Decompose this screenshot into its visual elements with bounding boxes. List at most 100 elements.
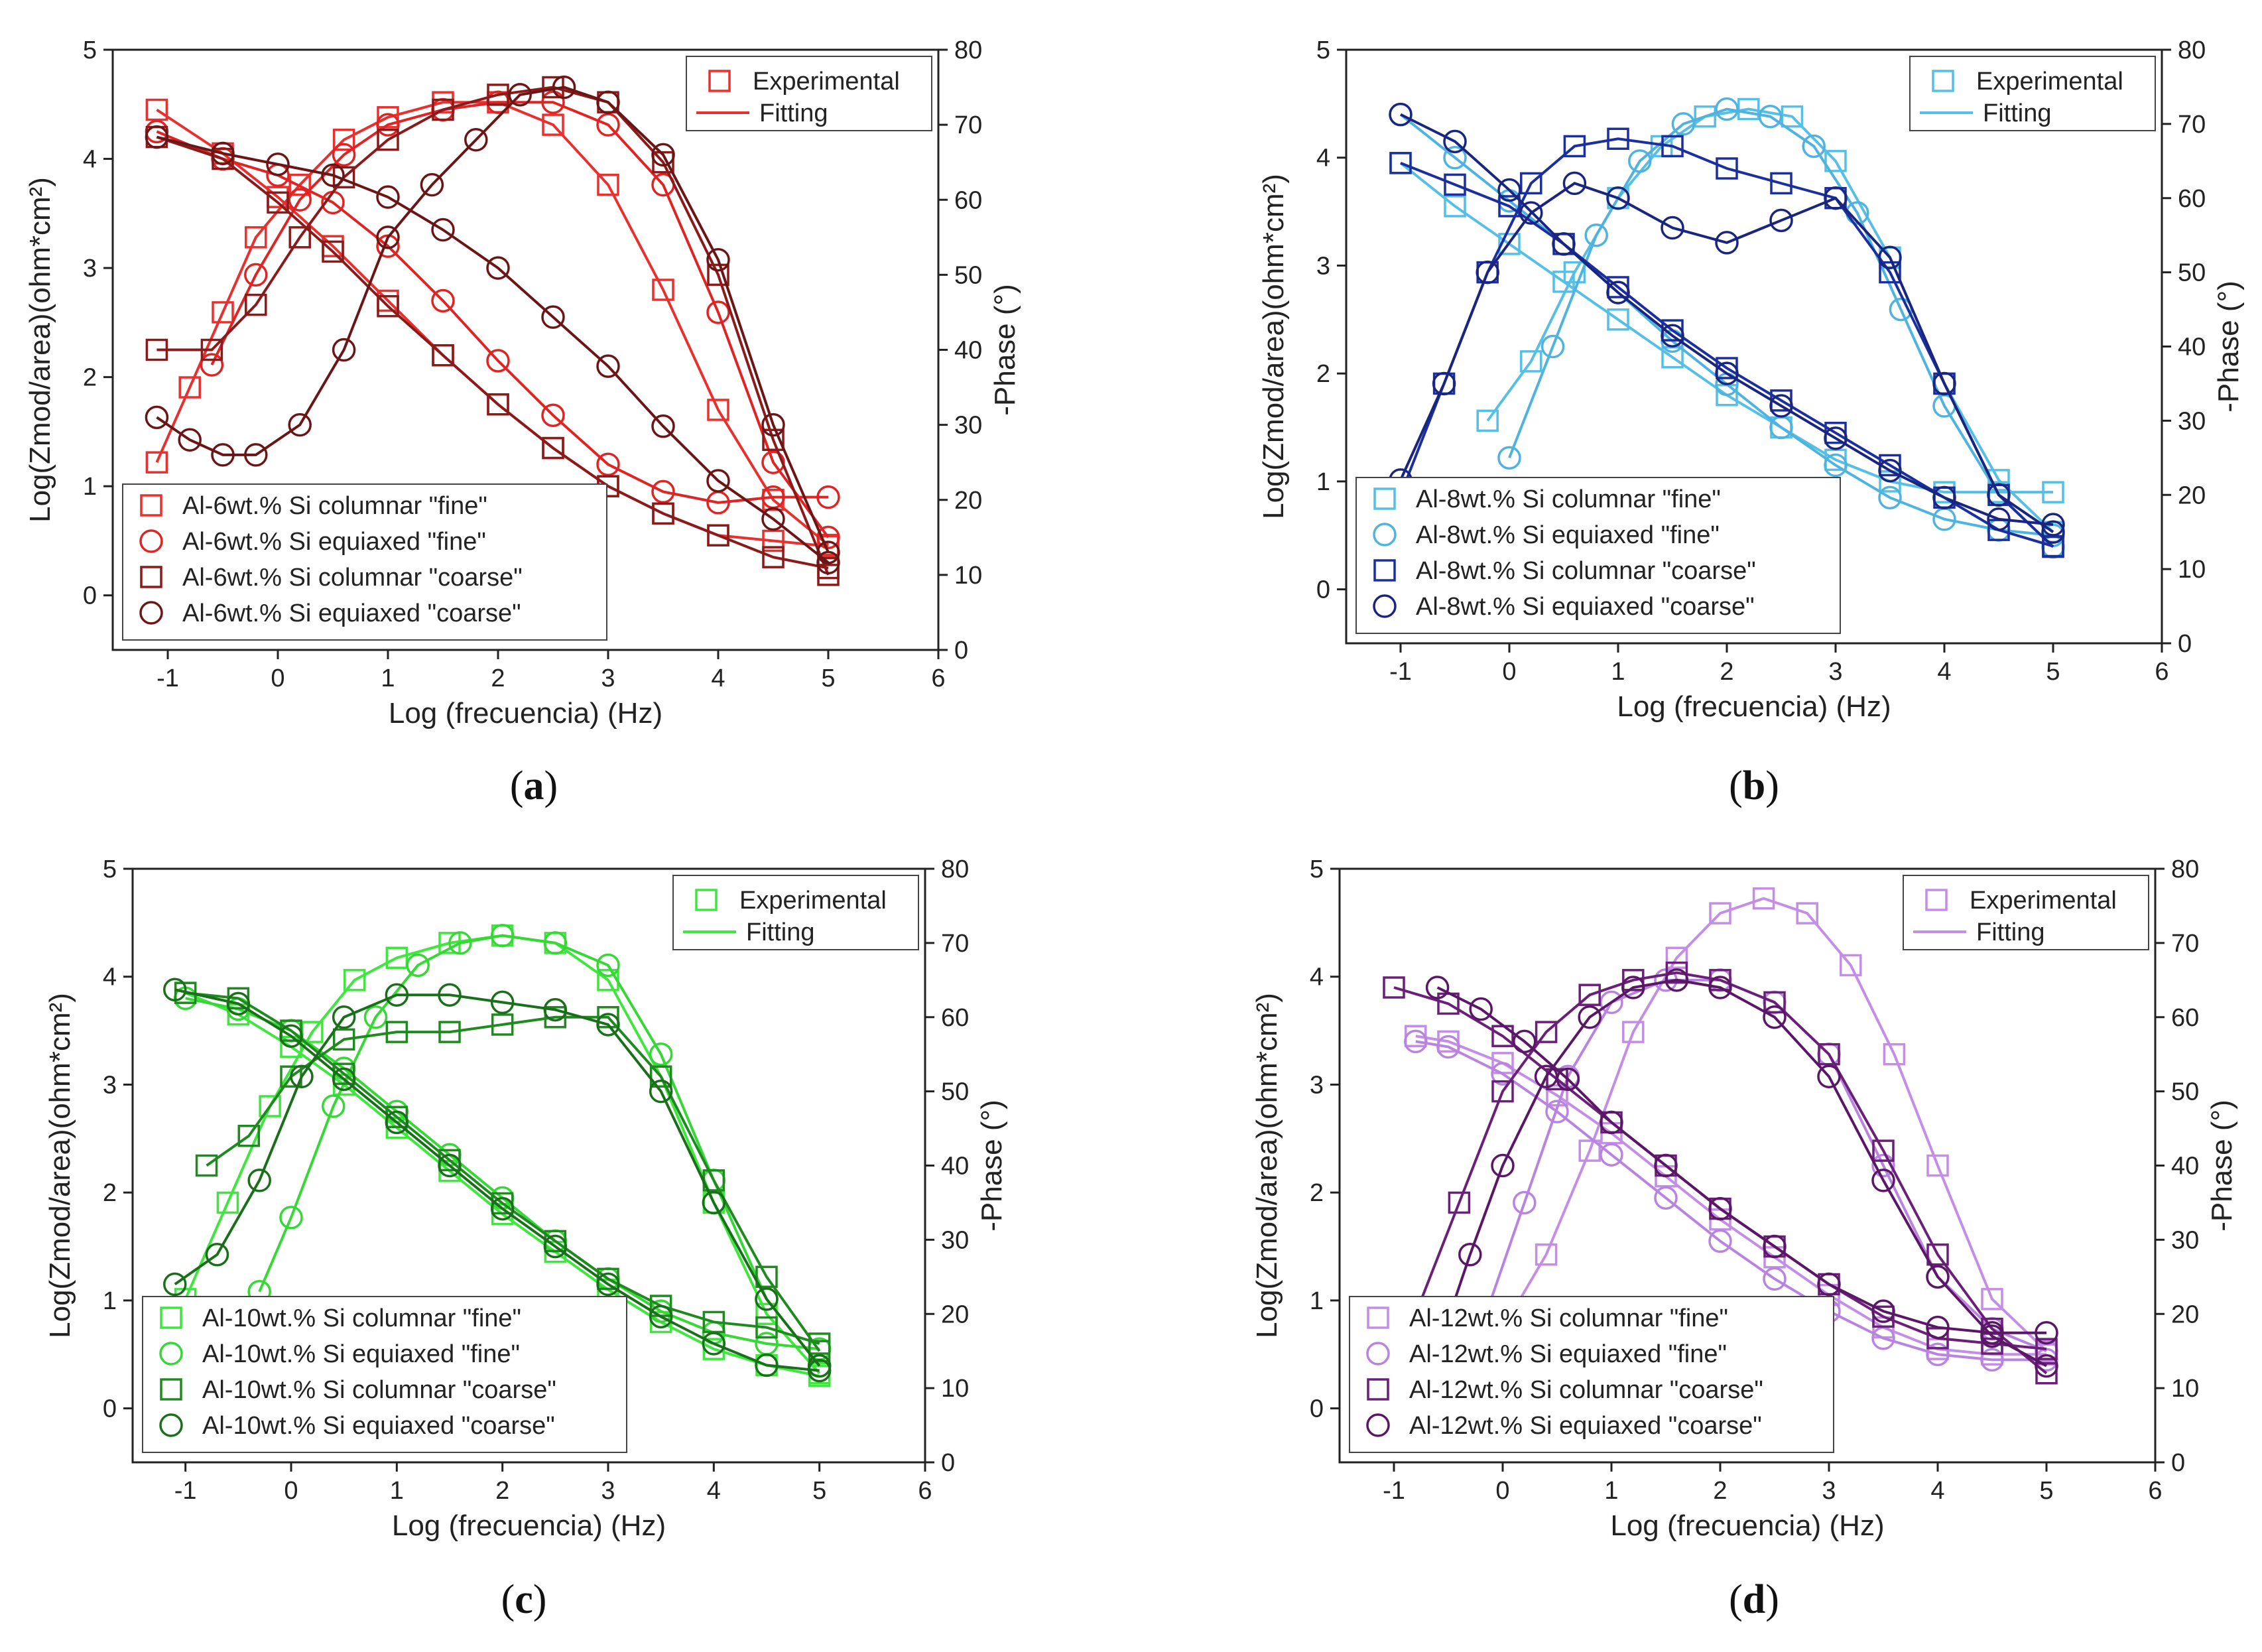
data-point-phase xyxy=(205,1243,229,1267)
data-point-mod xyxy=(1980,1348,2004,1372)
y2-axis-title: -Phase (°) xyxy=(975,1100,1008,1232)
data-point-mod xyxy=(1763,1267,1787,1291)
data-point-mod xyxy=(1878,485,1902,510)
data-point-mod xyxy=(1769,394,1793,418)
data-point-phase xyxy=(1709,969,1731,991)
data-point-phase xyxy=(816,525,840,550)
data-point-mod xyxy=(1926,1315,1950,1340)
data-point-phase xyxy=(817,533,840,556)
data-point-phase xyxy=(332,129,355,151)
series-a-3 xyxy=(145,75,840,575)
legend-sample-label: Al-12wt.% Si columnar "coarse" xyxy=(1409,1376,1763,1404)
legend-experimental-marker xyxy=(1925,889,1948,911)
legend-sample-marker xyxy=(1373,523,1397,546)
data-point-mod xyxy=(377,294,399,318)
x-axis-title: Log (frecuencia) (Hz) xyxy=(1610,1509,1884,1542)
x-axis-title: Log (frecuencia) (Hz) xyxy=(1617,690,1891,723)
data-point-mod xyxy=(816,485,840,509)
data-point-mod xyxy=(2035,1338,2058,1360)
data-point-phase xyxy=(438,983,462,1007)
data-point-phase xyxy=(332,166,355,189)
legend-sample-marker xyxy=(1366,1342,1390,1366)
data-point-phase xyxy=(279,1206,303,1230)
x-tick-label: 0 xyxy=(1495,1477,1509,1505)
data-point-phase xyxy=(1578,1139,1601,1162)
data-point-phase xyxy=(1628,149,1652,173)
data-point-phase xyxy=(1621,976,1645,999)
data-point-phase xyxy=(1926,1265,1950,1289)
data-point-mod xyxy=(1469,997,1493,1021)
data-point-phase xyxy=(332,338,356,362)
data-point-phase xyxy=(1781,105,1804,128)
x-tick-label: 0 xyxy=(284,1477,298,1505)
legend-sample-label: Al-12wt.% Si columnar "fine" xyxy=(1409,1304,1728,1332)
data-point-phase xyxy=(1520,350,1542,373)
y-tick-label: 3 xyxy=(103,1071,117,1099)
data-point-phase xyxy=(288,173,311,196)
legend-sample-label: Al-12wt.% Si equiaxed "fine" xyxy=(1409,1340,1727,1368)
data-point-mod xyxy=(1817,1272,1841,1297)
data-point-phase xyxy=(1584,223,1608,247)
legend-sample-label: Al-8wt.% Si columnar "fine" xyxy=(1416,485,1721,513)
data-point-phase xyxy=(597,1006,619,1029)
data-point-phase xyxy=(2042,535,2064,558)
x-tick-label: 6 xyxy=(2148,1477,2162,1505)
y2-tick-label: 50 xyxy=(2171,1078,2199,1106)
y-axis-title: Log(Zmod/area)(ohm*cm²) xyxy=(1251,993,1283,1338)
y-tick-label: 0 xyxy=(1316,576,1330,604)
data-point-phase xyxy=(706,248,730,272)
data-point-mod xyxy=(1661,324,1684,348)
legend-experimental-marker xyxy=(1932,70,1954,92)
sample-legend-box xyxy=(1355,477,1841,634)
x-tick-label: 1 xyxy=(1611,658,1625,686)
x-tick-label: 1 xyxy=(1604,1477,1618,1505)
y-axis-title: Log(Zmod/area)(ohm*cm²) xyxy=(1257,174,1290,519)
series-d-3 xyxy=(1425,968,2058,1378)
legend-sample-label: Al-10wt.% Si equiaxed "coarse" xyxy=(202,1412,555,1440)
data-point-mod xyxy=(1708,1196,1732,1221)
data-point-mod xyxy=(1491,1062,1515,1086)
data-point-phase xyxy=(178,428,202,452)
data-point-mod xyxy=(1443,129,1467,154)
data-point-mod xyxy=(1871,1299,1895,1323)
data-point-phase xyxy=(755,1287,779,1311)
y2-tick-label: 60 xyxy=(2171,1004,2199,1032)
data-point-phase xyxy=(332,143,356,167)
data-point-mod xyxy=(1824,426,1848,450)
data-point-mod xyxy=(596,452,620,477)
data-point-phase xyxy=(1872,1139,1895,1162)
legend-experimental-marker xyxy=(695,889,718,911)
data-point-phase xyxy=(245,293,267,316)
y2-tick-label: 30 xyxy=(2171,1226,2199,1254)
series-b-0 xyxy=(1389,97,2064,543)
data-point-phase xyxy=(145,338,168,361)
data-point-mod xyxy=(541,403,565,427)
fit-line-phase xyxy=(174,993,821,1367)
data-point-phase xyxy=(211,443,235,467)
data-point-phase xyxy=(543,931,568,955)
legend-sample-marker xyxy=(159,1413,183,1437)
data-point-phase xyxy=(2035,1362,2058,1385)
data-point-phase xyxy=(1926,1243,1949,1266)
legend-sample-marker xyxy=(1367,1306,1389,1329)
y2-tick-label: 0 xyxy=(2171,1449,2185,1477)
panel-caption-b: (b) xyxy=(1729,763,1779,808)
data-point-phase xyxy=(1883,1043,1906,1066)
x-tick-label: -1 xyxy=(1389,658,1412,686)
data-point-phase xyxy=(200,338,223,361)
legend-experimental-label: Experimental xyxy=(1970,887,2117,915)
data-point-mod xyxy=(755,1353,779,1377)
legend-sample-marker xyxy=(1366,1413,1390,1437)
data-point-mod xyxy=(1708,1229,1732,1253)
x-tick-label: 5 xyxy=(2039,1477,2053,1505)
data-point-mod xyxy=(1926,1342,1950,1367)
x-tick-label: 1 xyxy=(390,1477,404,1505)
y2-tick-label: 60 xyxy=(941,1004,969,1032)
data-point-mod xyxy=(541,305,565,329)
data-point-phase xyxy=(817,564,840,586)
data-point-phase xyxy=(1981,1288,2003,1310)
data-point-mod xyxy=(1498,195,1521,218)
legend-sample-label: Al-10wt.% Si columnar "coarse" xyxy=(202,1376,556,1404)
